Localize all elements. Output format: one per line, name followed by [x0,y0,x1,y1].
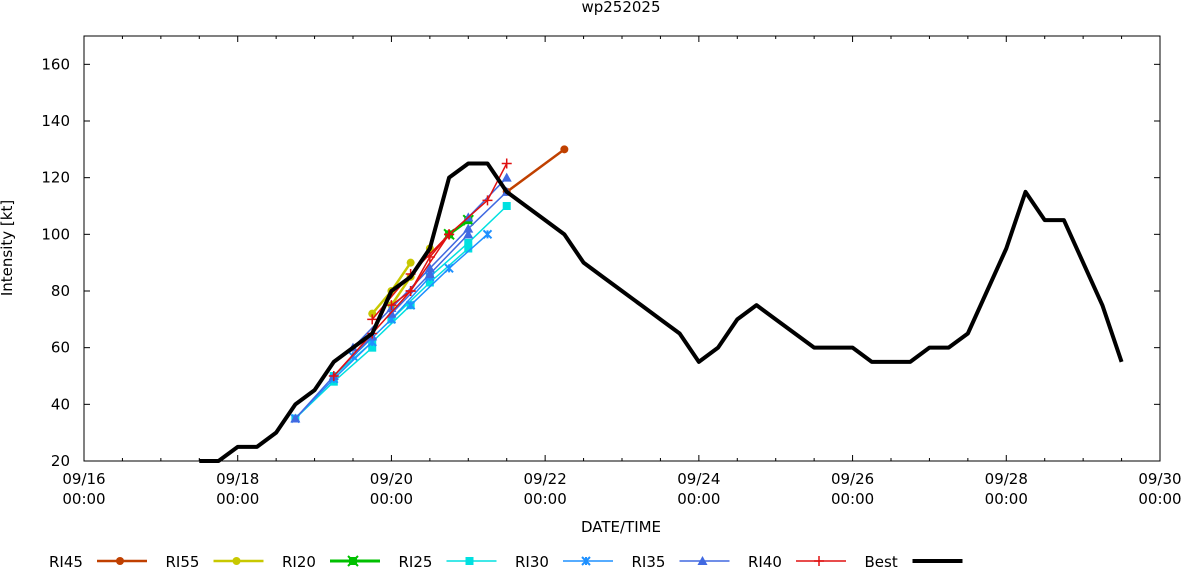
y-tick-label: 100 [41,225,70,243]
series-line [333,233,450,377]
legend-item-ri35: RI35 [632,553,730,567]
data-point [424,263,435,273]
x-tick-label-date: 09/16 [62,470,105,488]
y-tick-label: 160 [41,55,70,73]
x-tick-label-date: 09/26 [831,470,874,488]
series-ri40 [328,158,512,381]
x-tick-label-date: 09/24 [677,470,720,488]
data-point [465,557,474,565]
series-line [505,148,566,193]
series-best-line [199,161,1124,463]
y-tick-label: 20 [51,452,70,470]
data-point [405,286,416,296]
plot-frame [83,35,1161,462]
legend-item-ri25: RI25 [399,553,497,567]
chart-title: wp252025 [581,0,660,16]
legend-label: RI25 [399,553,433,567]
data-point [581,556,591,566]
legend-item-best: Best [865,553,963,567]
data-point [501,172,512,182]
series-layer [199,145,1124,463]
data-point [444,263,454,274]
series-ri45 [502,145,569,196]
y-tick-label: 60 [51,339,70,357]
x-tick-label-date: 09/20 [370,470,413,488]
x-tick-label-time: 00:00 [985,490,1028,508]
y-tick-label: 120 [41,169,70,187]
x-tick-label-time: 00:00 [370,490,413,508]
y-tick-label: 40 [51,395,70,413]
series-line [371,163,508,320]
data-point [697,556,708,565]
x-tick-label-time: 00:00 [1138,490,1181,508]
data-point [347,555,359,567]
x-axis-label: DATE/TIME [581,518,661,536]
data-point [290,413,301,423]
data-point [328,371,339,381]
legend-label: RI45 [49,553,83,567]
data-point [464,238,473,247]
data-point [463,223,474,233]
x-tick-label-time: 00:00 [831,490,874,508]
data-point [405,300,416,310]
data-point [386,300,397,311]
legend-item-ri30: RI30 [515,553,613,567]
x-tick-label-date: 09/22 [524,470,567,488]
legend-item-ri45: RI45 [49,553,147,567]
series-line [390,233,450,306]
legend: RI45 RI55 RI20 RI25 RI30 RI35 RI40 Best [49,553,963,567]
legend-item-ri40: RI40 [748,553,846,567]
data-point [406,258,415,267]
data-point [424,252,435,262]
legend-item-ri55: RI55 [166,553,264,567]
legend-label: Best [865,553,898,567]
data-point [464,244,473,253]
data-point [444,229,455,240]
x-tick-label-date: 09/30 [1138,470,1181,488]
marker-cross [347,555,359,567]
x-tick-label-time: 00:00 [524,490,567,508]
data-point [368,309,377,318]
legend-label: RI20 [282,553,316,567]
x-tick-label-time: 00:00 [62,490,105,508]
data-point [482,229,493,240]
legend-label: RI40 [748,553,782,567]
data-point [368,343,377,352]
legend-label: RI30 [515,553,549,567]
data-point [560,145,569,154]
y-axis-label: Intensity [kt] [0,200,16,296]
data-point [501,158,512,169]
data-point [232,557,241,565]
x-tick-label-time: 00:00 [216,490,259,508]
legend-label: RI55 [166,553,200,567]
x-tick-label-time: 00:00 [677,490,720,508]
data-point [502,202,511,210]
data-point [424,269,435,278]
data-point [814,556,824,566]
x-tick-label-date: 09/28 [985,470,1028,488]
data-point [116,557,124,565]
legend-item-ri20: RI20 [282,553,380,567]
data-point [463,229,474,239]
y-tick-label: 80 [51,282,70,300]
axis-ticks [83,36,1161,462]
data-point [482,195,493,206]
y-tick-labels: 20 40 60 80 100 120 140 160 [41,55,70,470]
y-tick-label: 140 [41,112,70,130]
legend-label: RI35 [632,553,666,567]
data-point [367,314,378,325]
x-tick-labels: 09/16 00:00 09/18 00:00 09/20 00:00 09/22 00:00… [62,470,1181,508]
x-tick-label-date: 09/18 [216,470,259,488]
data-point [425,278,434,287]
